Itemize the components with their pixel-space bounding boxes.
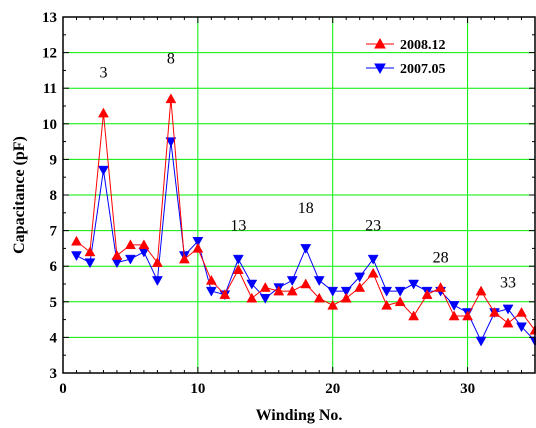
grid (63, 17, 535, 373)
ticks: 0 10 20 30 3 4 5 6 7 8 9 10 11 12 13 (42, 10, 536, 397)
peak-annotation: 8 (167, 50, 175, 67)
data-point (219, 289, 231, 299)
data-point (381, 299, 393, 310)
data-point (232, 254, 244, 265)
data-point (462, 310, 473, 321)
legend[interactable]: 2008.12 2007.05 (366, 37, 446, 77)
data-point (502, 304, 514, 315)
data-point (165, 137, 177, 148)
data-point (421, 289, 433, 299)
data-point (394, 296, 406, 307)
data-point (165, 93, 177, 104)
y-tick-label: 4 (50, 330, 58, 346)
peak-annotation: 28 (433, 250, 449, 267)
data-point (448, 310, 460, 321)
data-point (516, 306, 527, 317)
peak-annotation: 3 (99, 65, 107, 82)
x-tick-label: 0 (59, 381, 67, 397)
data-point (138, 239, 150, 250)
data-point (192, 242, 204, 253)
data-point (71, 251, 82, 262)
data-point (300, 278, 312, 289)
y-tick-label: 5 (50, 295, 58, 311)
peak-annotation: 33 (500, 275, 516, 292)
peak-annotation: 18 (298, 200, 314, 217)
data-point (502, 317, 514, 328)
y-tick-label: 6 (50, 259, 58, 275)
data-point (408, 279, 420, 290)
x-axis-title: Winding No. (256, 407, 343, 424)
legend-marker (374, 37, 386, 49)
data-point (340, 292, 352, 303)
y-tick-label: 3 (50, 366, 58, 382)
x-tick-label: 20 (325, 381, 340, 397)
y-tick-label: 13 (42, 10, 57, 26)
legend-marker (374, 63, 386, 75)
series-layer (71, 93, 536, 347)
data-point (98, 107, 109, 118)
y-axis-title: Capacitance (pF) (11, 136, 28, 254)
data-point (259, 282, 271, 292)
data-point (367, 254, 379, 265)
data-point (246, 279, 258, 290)
data-point (367, 267, 379, 278)
y-tick-label: 10 (42, 117, 57, 133)
annotations: 3 8 13 18 23 28 33 (99, 50, 516, 291)
data-point (475, 285, 487, 296)
data-point (286, 276, 298, 286)
data-point (300, 244, 312, 254)
data-point (475, 336, 487, 347)
y-tick-label: 7 (50, 224, 58, 240)
series-2007-05 (71, 137, 536, 347)
series-2008-12 (71, 93, 536, 335)
data-point (408, 310, 420, 321)
data-point (111, 250, 123, 260)
data-point (489, 306, 500, 317)
legend-item[interactable]: 2008.12 (366, 37, 446, 53)
y-tick-label: 11 (43, 81, 57, 97)
data-point (178, 253, 190, 264)
data-point (205, 286, 217, 297)
data-point (151, 276, 163, 286)
legend-label: 2007.05 (400, 62, 446, 77)
legend-label: 2008.12 (400, 38, 446, 53)
data-point (286, 285, 298, 296)
data-point (327, 299, 339, 310)
data-point (435, 282, 447, 292)
data-point (232, 264, 244, 275)
y-tick-label: 9 (50, 152, 58, 168)
y-tick-label: 12 (42, 46, 57, 62)
data-point (84, 258, 96, 269)
data-point (313, 292, 325, 303)
data-point (84, 246, 96, 257)
data-point (259, 293, 271, 304)
data-point (448, 301, 460, 311)
peak-annotation: 13 (230, 218, 246, 235)
data-point (192, 237, 204, 247)
data-point (327, 286, 339, 297)
data-point (246, 292, 258, 303)
data-point (340, 286, 352, 297)
data-point (313, 276, 325, 286)
data-point (151, 257, 163, 267)
data-point (205, 274, 217, 285)
legend-item[interactable]: 2007.05 (366, 62, 446, 77)
data-point (125, 254, 136, 265)
peak-annotation: 23 (365, 218, 381, 235)
data-point (71, 235, 82, 246)
data-point (125, 239, 136, 250)
data-point (98, 165, 109, 176)
data-point (354, 282, 366, 292)
data-point (516, 322, 527, 333)
x-tick-label: 30 (460, 381, 475, 397)
data-point (273, 285, 285, 296)
data-point (354, 272, 366, 283)
data-point (381, 286, 393, 297)
y-tick-label: 8 (50, 188, 58, 204)
data-point (394, 286, 406, 297)
x-tick-label: 10 (190, 381, 205, 397)
